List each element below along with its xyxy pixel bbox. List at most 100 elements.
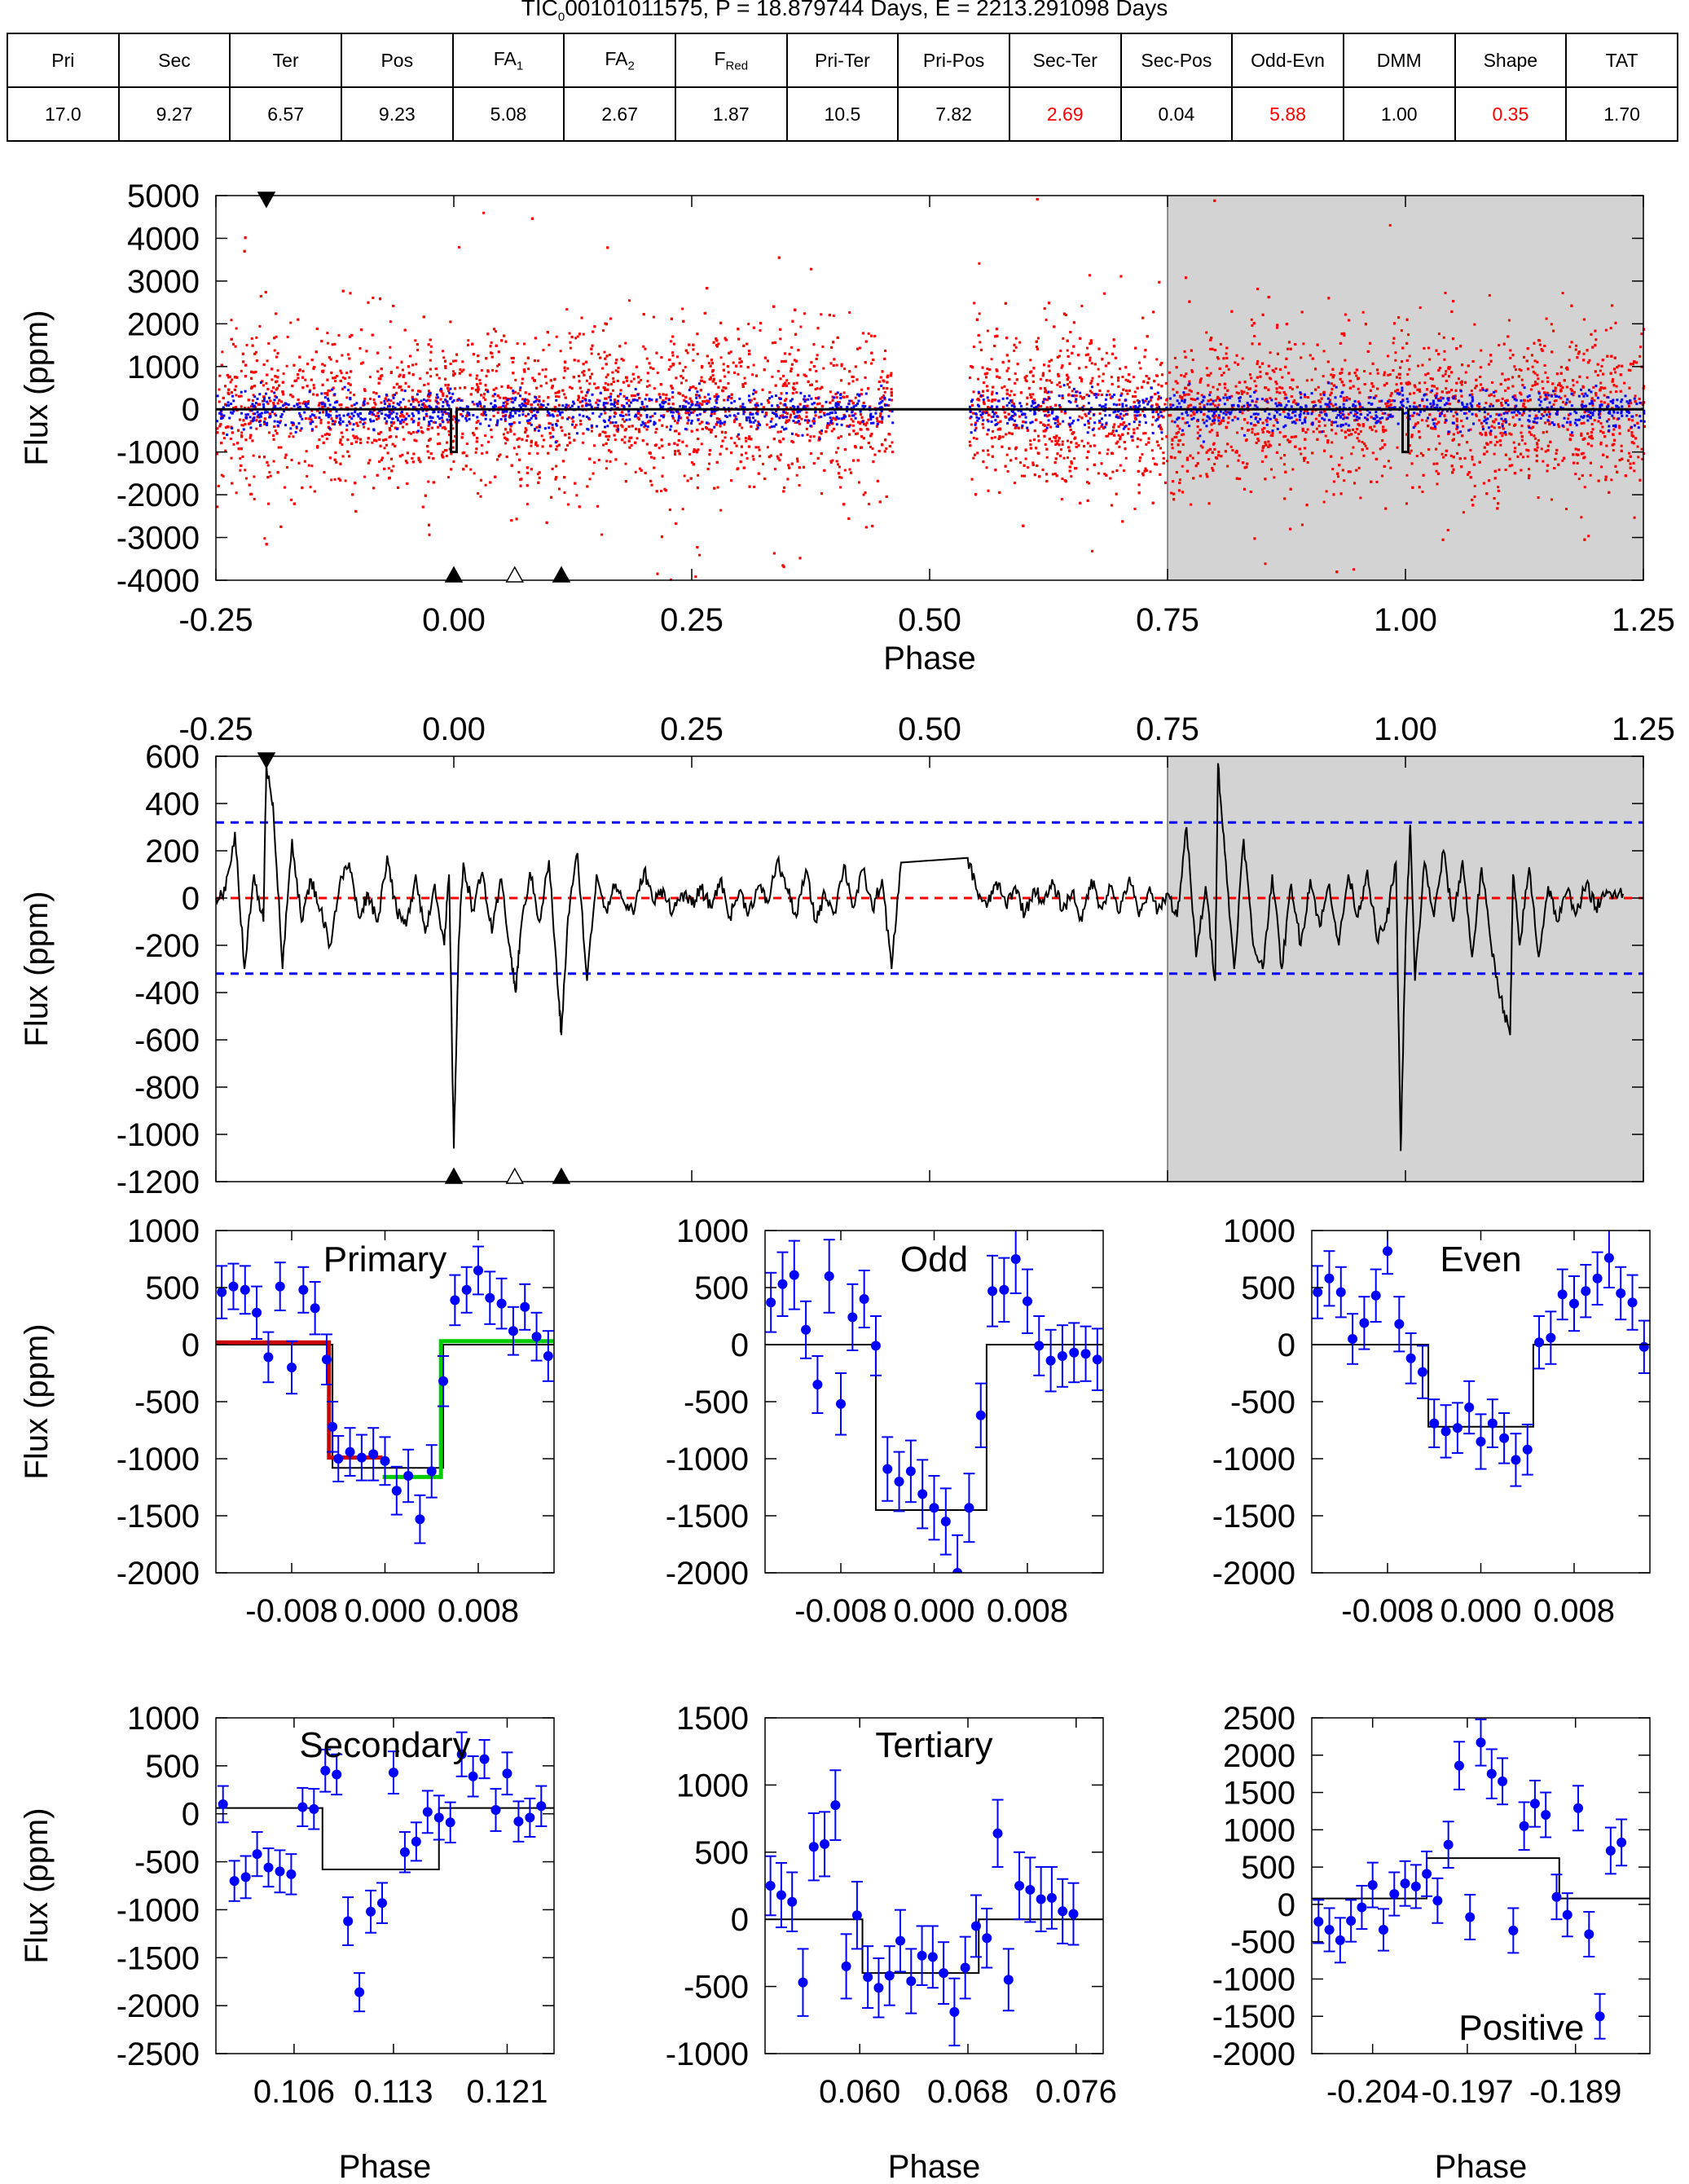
raw-point	[1508, 423, 1511, 426]
raw-point	[1457, 377, 1460, 381]
raw-point	[252, 394, 255, 397]
raw-point	[1044, 443, 1047, 446]
raw-point	[402, 425, 405, 429]
raw-point	[220, 473, 223, 477]
metric-label-subscript: 2	[627, 59, 635, 73]
raw-point	[662, 456, 665, 460]
raw-point	[1537, 496, 1540, 500]
raw-point	[484, 483, 487, 487]
raw-point	[301, 402, 305, 405]
raw-point	[1591, 403, 1594, 407]
raw-point	[1514, 447, 1517, 450]
raw-point	[754, 446, 758, 449]
raw-point	[255, 336, 258, 339]
raw-point	[1388, 373, 1392, 376]
raw-point	[1520, 393, 1523, 396]
raw-point	[737, 372, 740, 376]
raw-point	[812, 420, 816, 423]
raw-point	[1061, 443, 1064, 446]
raw-point	[1375, 480, 1379, 483]
raw-point	[656, 371, 659, 374]
raw-point	[979, 341, 982, 344]
raw-point	[1604, 328, 1608, 332]
raw-point	[1497, 486, 1500, 489]
raw-point	[442, 411, 445, 414]
raw-point	[490, 341, 493, 344]
raw-point	[1535, 449, 1538, 452]
raw-point	[1473, 484, 1476, 487]
raw-point	[312, 384, 315, 387]
raw-point	[1607, 403, 1610, 406]
raw-point	[1037, 434, 1040, 438]
raw-point	[1014, 337, 1018, 340]
metric-value-fa1: 5.08	[451, 86, 565, 142]
raw-point	[477, 491, 480, 495]
raw-point	[451, 427, 455, 430]
raw-point	[1126, 392, 1129, 395]
raw-point	[976, 451, 979, 455]
raw-point	[316, 445, 319, 448]
raw-point	[715, 345, 719, 348]
raw-point	[1029, 359, 1032, 362]
raw-point	[1553, 393, 1556, 396]
raw-point	[323, 364, 327, 368]
raw-point	[1383, 371, 1386, 374]
raw-point	[1260, 428, 1264, 431]
raw-point	[1542, 460, 1545, 463]
raw-point	[800, 417, 803, 421]
raw-point	[1445, 369, 1448, 372]
raw-point	[504, 413, 508, 416]
raw-point	[349, 391, 352, 394]
raw-point	[535, 398, 539, 401]
raw-point	[684, 412, 688, 415]
raw-point	[1346, 429, 1349, 432]
raw-point	[240, 405, 243, 408]
raw-point	[1251, 324, 1254, 327]
raw-point	[481, 451, 484, 455]
raw-point	[1118, 445, 1121, 448]
title-prefix: TIC	[521, 0, 558, 20]
raw-point	[1322, 375, 1325, 378]
raw-point	[401, 453, 404, 456]
raw-point	[524, 427, 527, 430]
raw-point	[1061, 440, 1064, 443]
raw-point	[1190, 368, 1194, 372]
raw-point	[759, 328, 762, 332]
raw-point	[491, 368, 495, 372]
raw-point	[665, 425, 668, 429]
raw-point	[416, 349, 420, 352]
raw-point	[1222, 372, 1225, 375]
metric-label-pos: Pos	[340, 33, 454, 88]
raw-point	[1478, 405, 1481, 408]
raw-point	[1246, 421, 1249, 425]
raw-point	[1282, 435, 1286, 438]
metric-value-shape: 0.35	[1454, 86, 1568, 142]
raw-point	[816, 354, 819, 357]
raw-point	[978, 312, 981, 315]
raw-point	[477, 402, 481, 405]
raw-point	[1344, 359, 1347, 362]
raw-point	[1062, 337, 1065, 340]
raw-point	[427, 390, 430, 393]
raw-point	[848, 468, 851, 471]
raw-point	[1286, 347, 1289, 350]
raw-point	[1603, 401, 1606, 404]
raw-point	[467, 339, 470, 342]
raw-point	[727, 382, 730, 385]
raw-point	[566, 367, 570, 370]
raw-point	[1251, 431, 1254, 434]
raw-point	[1155, 358, 1159, 361]
raw-point	[521, 398, 524, 401]
raw-point	[603, 350, 606, 354]
raw-point	[1444, 292, 1447, 295]
raw-point	[218, 400, 221, 403]
raw-point	[1273, 370, 1276, 373]
raw-point	[411, 400, 415, 403]
raw-point	[484, 434, 487, 438]
raw-point	[556, 445, 559, 448]
raw-point	[222, 474, 225, 478]
raw-point	[597, 458, 600, 461]
raw-point	[1031, 393, 1035, 396]
raw-point	[684, 366, 687, 369]
raw-point	[1111, 470, 1115, 473]
